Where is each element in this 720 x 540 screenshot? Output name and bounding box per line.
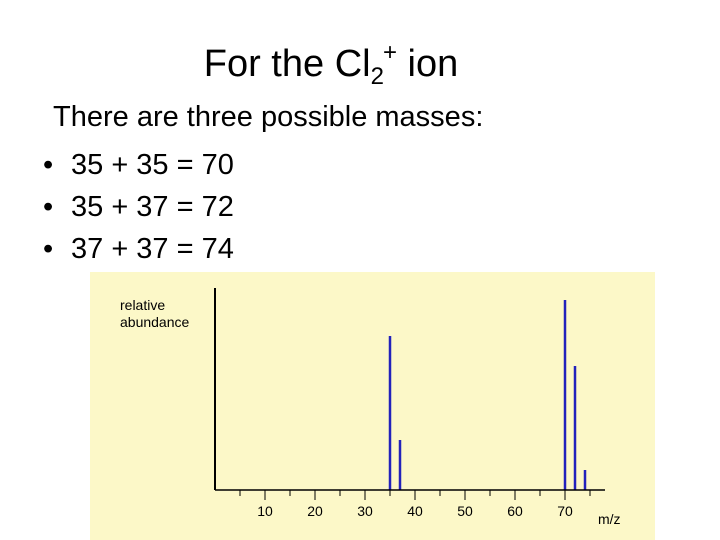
slide-title: For the Cl2+ ion (0, 39, 662, 90)
x-axis-label: m/z (598, 511, 621, 527)
x-tick-label: 60 (507, 503, 523, 519)
x-tick-label: 40 (407, 503, 423, 519)
chart-svg: relative abundance 10 20 30 40 50 60 70 m/z (90, 272, 655, 540)
x-tick-label: 70 (557, 503, 573, 519)
title-superscript: + (382, 39, 397, 66)
bullet-item: • 37 + 37 = 74 (43, 228, 234, 270)
y-axis-label: abundance (120, 314, 190, 330)
bullet-list: • 35 + 35 = 70 • 35 + 37 = 72 • 37 + 37 = 7… (43, 144, 234, 270)
title-text: For the Cl (203, 43, 371, 85)
x-tick-label: 20 (307, 503, 323, 519)
x-tick-label: 10 (257, 503, 273, 519)
mass-spectrum-chart: relative abundance 10 20 30 40 50 60 70 m/z (90, 272, 655, 540)
bullet-marker: • (43, 233, 54, 265)
title-subscript: 2 (370, 63, 384, 90)
bullet-text: 35 + 35 = 70 (71, 149, 234, 181)
x-tick-label: 30 (357, 503, 373, 519)
bullet-item: • 35 + 37 = 72 (43, 186, 234, 228)
bullet-marker: • (43, 149, 54, 181)
bullet-marker: • (43, 191, 54, 223)
intro-text: There are three possible masses: (53, 101, 484, 133)
title-suffix: ion (396, 43, 459, 85)
x-tick-label: 50 (457, 503, 473, 519)
bullet-item: • 35 + 35 = 70 (43, 144, 234, 186)
bullet-text: 37 + 37 = 74 (71, 233, 234, 265)
bullet-text: 35 + 37 = 72 (71, 191, 234, 223)
y-axis-label: relative (120, 297, 165, 313)
chart-background (90, 272, 655, 540)
